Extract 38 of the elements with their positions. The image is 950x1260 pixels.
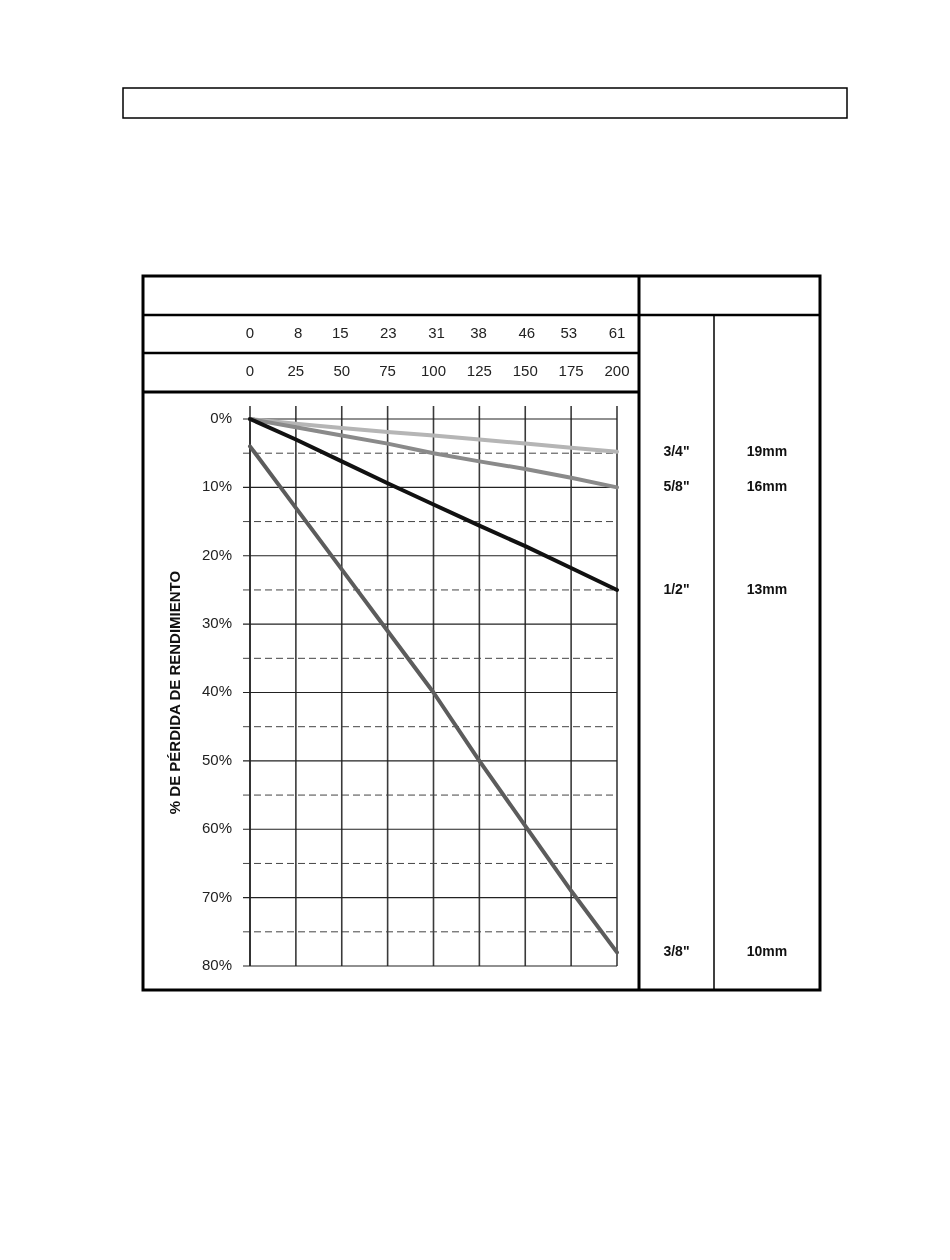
x-tick-label: 50 [333, 362, 351, 380]
x-tick-label: 25 [287, 362, 305, 380]
text: 5/8" [663, 478, 690, 495]
y-tick-label: 20% [201, 545, 232, 563]
y-tick-label: 30% [201, 614, 232, 632]
line-series [248, 417, 619, 592]
x2-tick-label: 38 [470, 323, 487, 341]
text: 13mm [746, 580, 788, 597]
line-series [248, 444, 619, 955]
x2-tick-label: 53 [560, 323, 578, 341]
x2-tick-label: 15 [331, 323, 349, 341]
text: 3/4" [663, 442, 690, 459]
x2-tick-label: 31 [428, 323, 445, 341]
y-tick-label: 60% [201, 819, 232, 837]
y-tick-label: 80% [201, 955, 232, 973]
x-tick-label: 200 [604, 362, 630, 380]
x2-tick-label: 0 [245, 323, 255, 341]
x-tick-label: 100 [420, 362, 447, 380]
y-tick-label: 70% [201, 887, 232, 905]
x2-tick-label: 8 [293, 323, 303, 341]
x2-tick-label: 23 [380, 323, 397, 341]
x-tick-label: 0 [245, 362, 255, 380]
y-tick-label: 10% [201, 477, 232, 495]
x-tick-label: 175 [558, 362, 584, 380]
y-tick-label: 0% [210, 408, 232, 426]
y-tick-label: 50% [201, 750, 232, 768]
x-tick-label: 150 [512, 362, 538, 380]
text: 3/8" [663, 943, 690, 960]
text: 16mm [746, 478, 788, 495]
y-tick-label: 40% [201, 682, 232, 700]
x-tick-label: 125 [466, 362, 492, 380]
text: 19mm [746, 442, 788, 459]
text: 10mm [746, 943, 788, 960]
text: 1/2" [663, 580, 690, 597]
x2-tick-label: 46 [518, 323, 536, 341]
x2-tick-label: 61 [608, 323, 626, 341]
x-tick-label: 75 [379, 362, 396, 380]
y-axis-title: % DE PÉRDIDA DE RENDIMIENTO [165, 570, 183, 815]
